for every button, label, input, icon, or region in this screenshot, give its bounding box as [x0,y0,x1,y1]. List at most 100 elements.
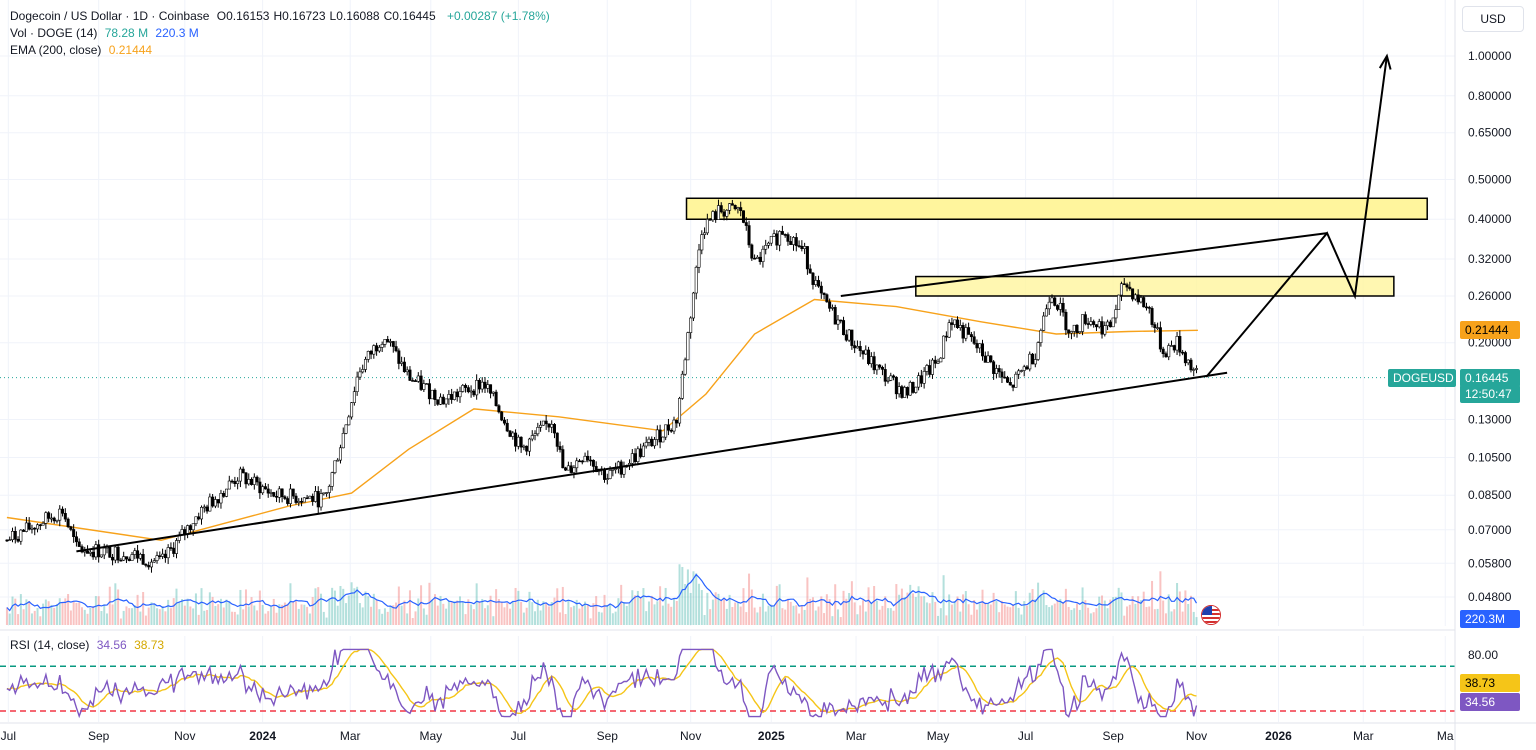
volume-bar [634,595,637,625]
volume-bar [706,592,709,625]
rsi-tick: 80.00 [1468,648,1498,662]
trendline-drawings[interactable] [76,53,1392,553]
volume-bar [650,595,653,625]
volume-bar [1006,606,1009,625]
candle-body [94,544,98,558]
candle-body [1094,324,1098,328]
volume-bar [442,603,445,625]
candle-body [833,307,837,325]
ema-label[interactable]: EMA (200, close) [10,43,102,57]
volume-bar [342,588,345,625]
resistance-zones[interactable] [685,197,1428,297]
volume-bar [142,592,145,625]
candle-body [44,512,48,524]
rsi-label[interactable]: RSI (14, close) [10,638,90,652]
volume-bar [878,609,881,625]
candle-body [80,546,84,553]
resistance-zone-lower [915,275,1395,297]
volume-bar [839,617,842,625]
projection-path [1205,55,1388,378]
candle-body [361,369,365,373]
candle-body [133,550,137,555]
volume-bar [1050,605,1053,625]
candle-body [1195,368,1199,370]
candle-body [1114,309,1118,319]
candle-body [830,307,834,309]
volume-bar [656,601,659,625]
volume-label[interactable]: Vol · DOGE (14) [10,26,98,40]
candle-body [944,335,948,338]
candle-body [472,390,476,396]
candle-body [739,207,743,211]
currency-button[interactable]: USD [1462,6,1524,32]
volume-bar [158,609,161,625]
candle-body [322,492,326,495]
us-flag-icon[interactable] [1201,605,1221,625]
rsi-tag-bg [1460,693,1520,711]
time-axis[interactable]: Jul Sep Nov 2024 Mar May Jul Sep Nov 2025 Mar May Ju… [1,729,1454,743]
candle-body [947,322,951,338]
volume-bar [692,571,695,625]
candle-body [269,492,273,494]
candle-body [88,551,92,554]
candle-body [13,531,17,540]
candle-body [1086,323,1090,325]
time-tick: 2024 [249,729,276,743]
candle-body [552,424,556,434]
volume-bar [709,609,712,625]
candle-body [55,519,59,522]
change-value: +0.00287 (+1.78%) [446,9,550,23]
volume-bar [144,615,147,625]
volume-bar [550,602,553,625]
volume-bar [169,608,172,625]
candle-body [194,516,198,524]
volume-bar [156,608,159,625]
ema-price-tag: 0.21444 [1465,323,1509,337]
candle-body [338,447,342,461]
rsi-ma-tag: 38.73 [1465,676,1495,690]
candle-body [1097,321,1101,328]
volume-tag-bg [1460,610,1520,628]
volume-bar [617,598,620,625]
ema-legend: EMA (200, close) 0.21444 [10,42,156,58]
candle-body [1111,317,1115,328]
volume-bar [1095,608,1098,625]
candle-body [889,375,893,381]
candle-body [430,389,434,400]
volume-bar [625,605,628,625]
volume-bar [689,592,692,625]
candle-body [272,492,276,497]
volume-bar [189,606,192,625]
volume-bar [72,601,75,625]
volume-bar [950,604,953,625]
candle-body [716,205,720,220]
candle-body [344,424,348,434]
volume-bar [1176,582,1179,625]
volume-bar [809,598,812,625]
time-tick: Jul [1018,729,1033,743]
volume-bar [525,607,528,625]
volume-bar [370,606,373,625]
candle-body [983,355,987,363]
volume-bar [47,601,50,625]
candle-body [636,448,640,462]
volume-bar [117,589,120,625]
ohlc-o: O0.16153 [216,9,270,23]
volume-bar [998,612,1001,625]
candle-body [1014,373,1018,388]
volume-bar [686,569,689,625]
candle-body [800,245,804,249]
candle-body [441,396,445,405]
volume-bar [798,613,801,625]
volume-bar [208,592,211,625]
volume-bar [559,612,562,625]
candle-body [522,445,526,448]
support-trendline [76,371,1228,553]
candle-body [1103,325,1107,335]
candle-body [169,547,173,549]
symbol-title[interactable]: Dogecoin / US Dollar · 1D · Coinbase [10,9,210,23]
candle-body [83,550,87,553]
candle-body [1133,294,1137,300]
volume-bar [161,606,164,625]
